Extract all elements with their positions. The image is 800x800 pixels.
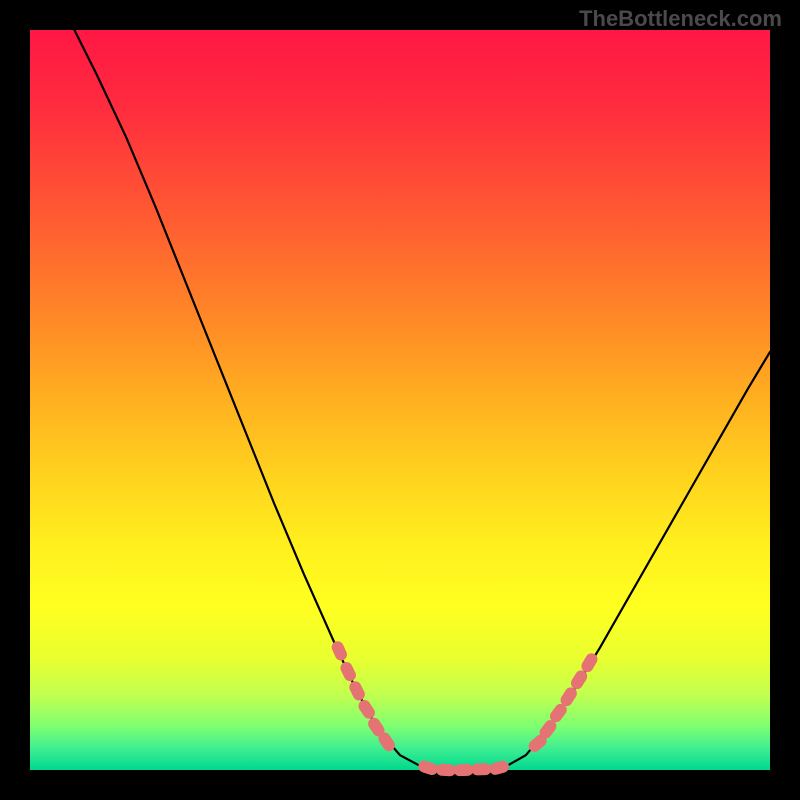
- marker-bottom-3: [471, 763, 491, 776]
- plot-background: [30, 30, 770, 770]
- marker-bottom-2: [453, 764, 473, 777]
- marker-bottom-1: [436, 763, 457, 776]
- bottleneck-chart: [0, 0, 800, 800]
- chart-container: TheBottleneck.com: [0, 0, 800, 800]
- watermark-text: TheBottleneck.com: [579, 6, 782, 32]
